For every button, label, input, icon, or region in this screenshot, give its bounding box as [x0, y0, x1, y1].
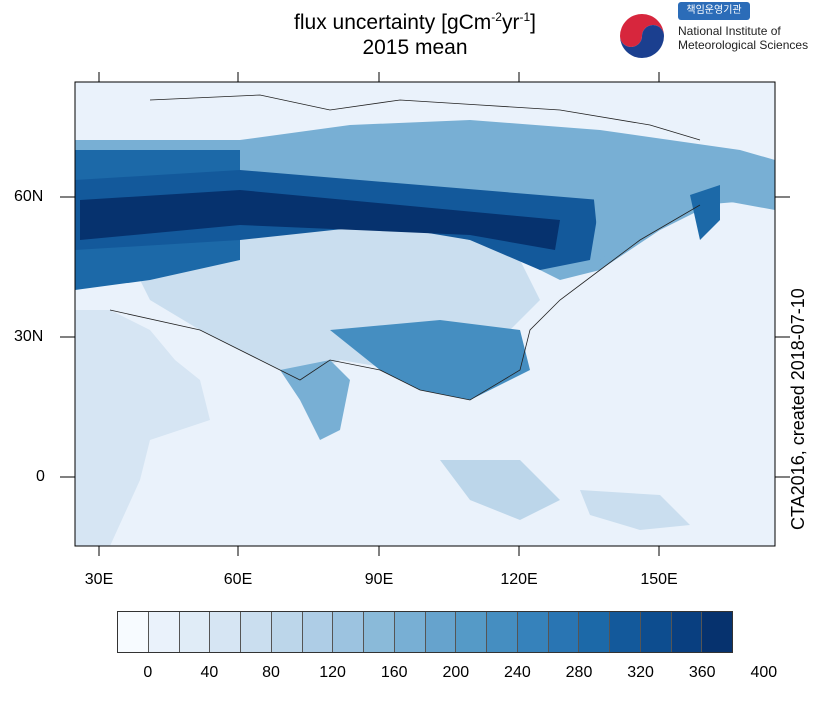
land-china-south [330, 320, 530, 400]
colorbar-tick-label: 80 [262, 664, 280, 681]
colorbar-cell [425, 612, 457, 652]
x-tick-label: 90E [364, 571, 394, 588]
colorbar-tick-label: 200 [442, 664, 470, 681]
y-tick-label: 30N [14, 328, 44, 345]
y-tick-label: 0 [36, 468, 45, 485]
colorbar-cell [210, 612, 241, 652]
colorbar-cell [333, 612, 364, 652]
colorbar-cell [548, 612, 580, 652]
y-tick-label: 60N [14, 188, 44, 205]
colorbar-cell [610, 612, 641, 652]
institute-name-line2: Meteorological Sciences [678, 38, 809, 52]
nims-logo-icon [617, 11, 667, 61]
creation-label: CTA2016, created 2018-07-10 [788, 288, 808, 530]
colorbar-tick-label: 400 [750, 664, 778, 681]
colorbar-cell [271, 612, 303, 652]
map-subtitle: 2015 mean [362, 36, 468, 59]
x-tick-label: 60E [223, 571, 253, 588]
agency-badge: 책임운영기관 [678, 2, 750, 20]
colorbar-tick-label: 320 [627, 664, 654, 681]
colorbar-cell [179, 612, 211, 652]
colorbar-tick-label: 40 [200, 664, 219, 681]
colorbar-cell [640, 612, 672, 652]
colorbar-tick-label: 160 [380, 664, 408, 681]
colorbar [117, 611, 733, 653]
colorbar-cell [517, 612, 549, 652]
land-india [280, 360, 350, 440]
colorbar-tick-label: 0 [143, 664, 153, 681]
colorbar-cell [394, 612, 426, 652]
colorbar-tick-label: 280 [565, 664, 593, 681]
coastline-arctic [149, 94, 701, 141]
colorbar-cell [671, 612, 703, 652]
colorbar-cell [456, 612, 487, 652]
x-tick-label: 30E [84, 571, 114, 588]
colorbar-cell [148, 612, 180, 652]
x-tick-label: 150E [640, 571, 678, 588]
colorbar-tick-label: 120 [319, 664, 346, 681]
colorbar-cell [241, 612, 272, 652]
x-tick-label: 120E [500, 571, 538, 588]
colorbar-cell [118, 612, 149, 652]
colorbar-cell [487, 612, 518, 652]
colorbar-cell [702, 612, 732, 652]
land-maritime-se-asia [440, 460, 560, 520]
colorbar-cell [302, 612, 334, 652]
colorbar-tick-label: 360 [688, 664, 716, 681]
tick-marks [60, 72, 790, 556]
land-east-siberia [590, 160, 760, 260]
institute-name-line1: National Institute of [678, 24, 781, 38]
map-frame [74, 81, 776, 547]
land-new-guinea [580, 490, 690, 530]
colorbar-cell [364, 612, 395, 652]
coastline-asia [109, 204, 701, 401]
colorbar-cell [579, 612, 610, 652]
land-boreal-core [80, 190, 560, 250]
land-kamchatka [690, 185, 720, 240]
colorbar-tick-label: 240 [504, 664, 531, 681]
map-title: flux uncertainty [gCm-2yr-1] [294, 10, 536, 34]
land-africa-arabia [75, 310, 210, 546]
